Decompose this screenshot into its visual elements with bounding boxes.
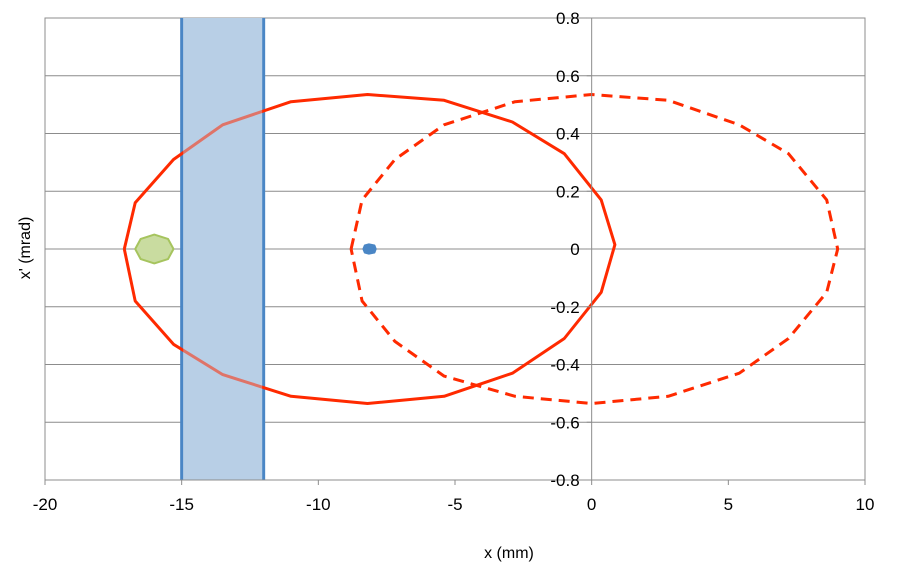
y-tick-label: 0: [570, 240, 579, 259]
shaded-band-overlay: [183, 18, 263, 480]
y-axis-title: x' (mrad): [17, 217, 34, 280]
y-tick-label: -0.8: [550, 471, 579, 490]
blue-beam-spot: [362, 243, 377, 255]
y-tick-label: 0.4: [556, 125, 580, 144]
y-tick-label: -0.4: [550, 356, 579, 375]
y-tick-label: 0.2: [556, 182, 580, 201]
shaded-band: [181, 18, 264, 480]
y-tick-label: -0.6: [550, 413, 579, 432]
x-tick-label: -20: [33, 495, 58, 514]
tick-label-layer: 0.8 0.6 0.4 0.2 0 -0.2 -0.4 -0.6 -0.8 -20 -15 -10 -5…: [33, 9, 875, 514]
x-tick-label: 5: [724, 495, 733, 514]
x-tick-label: 0: [587, 495, 596, 514]
dashed-ellipse-series: [349, 93, 840, 405]
green-beam-spot: [134, 233, 175, 265]
axis-layer: [44, 17, 866, 485]
solid-ellipse-series: [122, 93, 617, 405]
x-tick-label: 10: [856, 495, 875, 514]
y-tick-label: 0.6: [556, 67, 580, 86]
series-layer: [122, 18, 840, 480]
x-tick-label: -5: [447, 495, 462, 514]
x-axis-title: x (mm): [484, 545, 534, 562]
x-tick-label: -10: [306, 495, 331, 514]
y-tick-label: 0.8: [556, 9, 580, 28]
x-tick-label: -15: [169, 495, 194, 514]
y-tick-label: -0.2: [550, 298, 579, 317]
shaded-band-layer: [180, 18, 266, 480]
